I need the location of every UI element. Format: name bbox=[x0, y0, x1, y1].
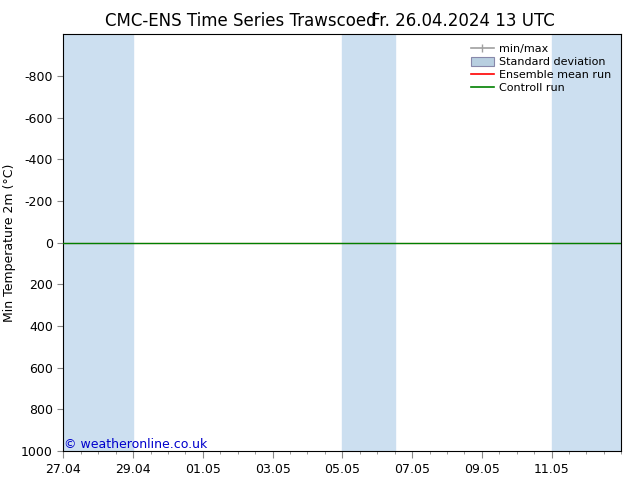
Y-axis label: Min Temperature 2m (°C): Min Temperature 2m (°C) bbox=[3, 163, 16, 322]
Bar bbox=[342, 34, 394, 451]
Legend: min/max, Standard deviation, Ensemble mean run, Controll run: min/max, Standard deviation, Ensemble me… bbox=[467, 40, 616, 98]
Bar bbox=[98, 34, 133, 451]
Text: Fr. 26.04.2024 13 UTC: Fr. 26.04.2024 13 UTC bbox=[371, 12, 555, 30]
Bar bbox=[63, 34, 98, 451]
Text: CMC-ENS Time Series Trawscoed: CMC-ENS Time Series Trawscoed bbox=[105, 12, 377, 30]
Bar bbox=[552, 34, 621, 451]
Text: © weatheronline.co.uk: © weatheronline.co.uk bbox=[63, 438, 207, 451]
